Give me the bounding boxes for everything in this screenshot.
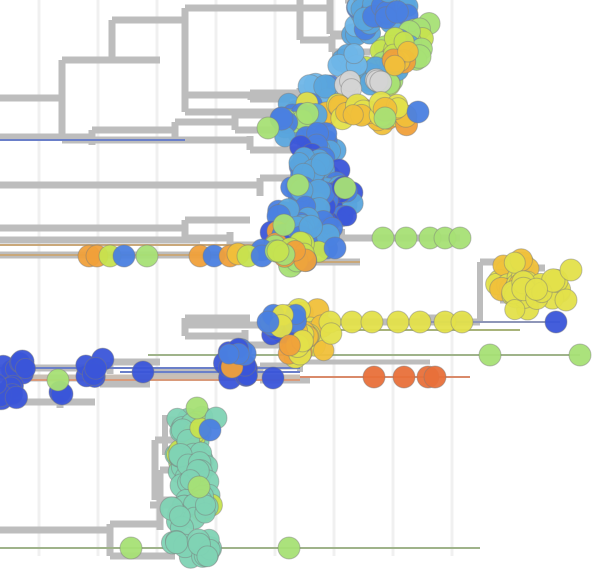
tip-node [340, 310, 364, 334]
tip-node [187, 475, 211, 499]
tip-node [256, 310, 280, 334]
tip-node [261, 366, 285, 390]
tip-node [168, 505, 191, 528]
tip-node [369, 70, 393, 94]
tip-node [256, 116, 280, 140]
tip-node [423, 365, 447, 389]
tip-node [0, 373, 8, 394]
tip-node [4, 385, 29, 410]
tip-node [46, 368, 70, 392]
tip-node [385, 0, 409, 24]
tip-node [272, 213, 296, 237]
tip-node [392, 365, 416, 389]
tip-node [524, 277, 549, 301]
tip-node [448, 226, 472, 250]
tip-node [266, 239, 290, 263]
tip-node [218, 343, 240, 365]
tip-node [323, 236, 347, 260]
tip-node [386, 310, 410, 334]
tip-node [478, 343, 502, 367]
tip-node [450, 310, 474, 334]
tip-node [131, 360, 155, 384]
tip-node [310, 152, 335, 177]
tip-node [278, 334, 301, 357]
tip-node [544, 310, 568, 334]
tip-node [135, 244, 159, 268]
tip-node [196, 545, 219, 568]
tip-node [373, 106, 397, 130]
tip-node [503, 251, 526, 274]
tip-node [371, 226, 395, 250]
tip-node [333, 176, 357, 200]
tip-node [185, 396, 209, 420]
tip-node [394, 226, 418, 250]
tip-node [504, 299, 526, 321]
tip-node [277, 536, 301, 560]
tip-node [397, 40, 419, 63]
tip-node [112, 244, 136, 268]
tip-node [14, 357, 37, 380]
tip-node [380, 0, 396, 3]
tip-node [568, 343, 592, 367]
tip-node [343, 43, 365, 65]
tip-node [360, 310, 384, 334]
tip-node [342, 104, 364, 126]
tip-node [286, 173, 310, 197]
tip-node [119, 536, 143, 560]
tip-node [164, 530, 189, 555]
tip-nodes-group [0, 0, 592, 569]
tip-node [559, 258, 583, 282]
tip-node [554, 288, 578, 312]
tip-node [384, 54, 406, 77]
branches-group [0, 0, 560, 560]
tip-node [319, 322, 343, 345]
tip-node [408, 310, 432, 334]
tip-node [296, 101, 320, 125]
tip-node [84, 356, 108, 380]
tip-node [406, 100, 430, 124]
tip-node [198, 418, 222, 442]
tip-node [362, 365, 386, 389]
